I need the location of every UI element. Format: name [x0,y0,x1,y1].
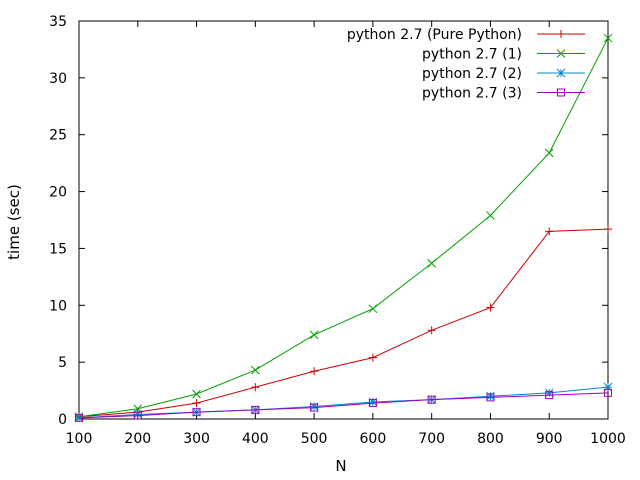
x-tick-label: 600 [360,431,387,447]
data-point [368,399,377,408]
series-layer [74,33,613,423]
series-4 [75,388,612,422]
data-point [427,395,436,404]
legend-label: python 2.7 (1) [422,47,522,63]
data-point [310,367,319,376]
x-tick-label: 400 [242,431,269,447]
data-point [604,225,612,234]
data-point [544,148,554,158]
legend: python 2.7 (Pure Python) python 2.7 (1) py… [347,27,585,102]
data-point [486,393,495,402]
y-tick-label: 20 [49,185,67,201]
data-point [603,382,613,392]
y-tick-label: 0 [58,412,67,428]
x-tick-label: 100 [66,431,93,447]
y-tick-label: 35 [49,14,67,30]
data-point [427,326,436,335]
data-point [545,227,554,236]
series-1 [75,225,612,421]
legend-marker [557,30,565,38]
series-2 [74,33,613,422]
x-tick-label: 900 [536,431,563,447]
legend-entry: python 2.7 (Pure Python) [347,27,585,43]
x-tick-label: 200 [124,431,151,447]
x-axis-label: N [335,457,346,475]
legend-label: python 2.7 (Pure Python) [347,27,522,43]
legend-marker [556,49,566,58]
legend-label: python 2.7 (3) [422,86,522,102]
x-tick-label: 300 [183,431,210,447]
data-point [603,33,613,43]
y-tick-label: 30 [49,71,67,87]
legend-entry: python 2.7 (3) [422,86,585,102]
series-line [78,392,609,419]
data-point [75,413,83,422]
plot-frame [78,20,609,420]
legend-label: python 2.7 (2) [422,66,522,82]
legend-entry: python 2.7 (2) [422,66,585,82]
data-point [427,258,437,268]
series-line [78,37,609,418]
data-point [604,388,612,397]
y-tick-label: 25 [49,128,67,144]
data-point [309,330,319,340]
y-tick-label: 10 [49,298,67,314]
y-axis-label: time (sec) [5,184,23,260]
data-point [368,353,377,362]
legend-marker [556,68,566,78]
data-point [192,389,201,399]
y-tick-label: 5 [58,355,67,371]
legend-marker [557,88,565,97]
axes: 100 200 300 400 500 600 700 800 900 1000 0 5 10 15 20 2… [49,14,626,447]
series-line [78,228,609,418]
x-tick-label: 1000 [590,431,626,447]
data-point [368,304,378,314]
data-point [310,403,319,412]
data-point [250,365,260,375]
x-tick-label: 700 [418,431,445,447]
x-tick-label: 500 [301,431,328,447]
data-point [133,411,142,420]
data-point [486,303,495,312]
x-tick-label: 800 [477,431,504,447]
y-tick-label: 15 [49,241,67,257]
series-3 [74,382,613,423]
data-point [486,211,495,220]
data-point [192,399,201,408]
data-point [251,405,260,414]
series-line [78,386,609,419]
legend-entry: python 2.7 (1) [422,47,585,63]
data-point [192,408,201,417]
data-point [545,391,554,400]
data-point [251,383,260,392]
